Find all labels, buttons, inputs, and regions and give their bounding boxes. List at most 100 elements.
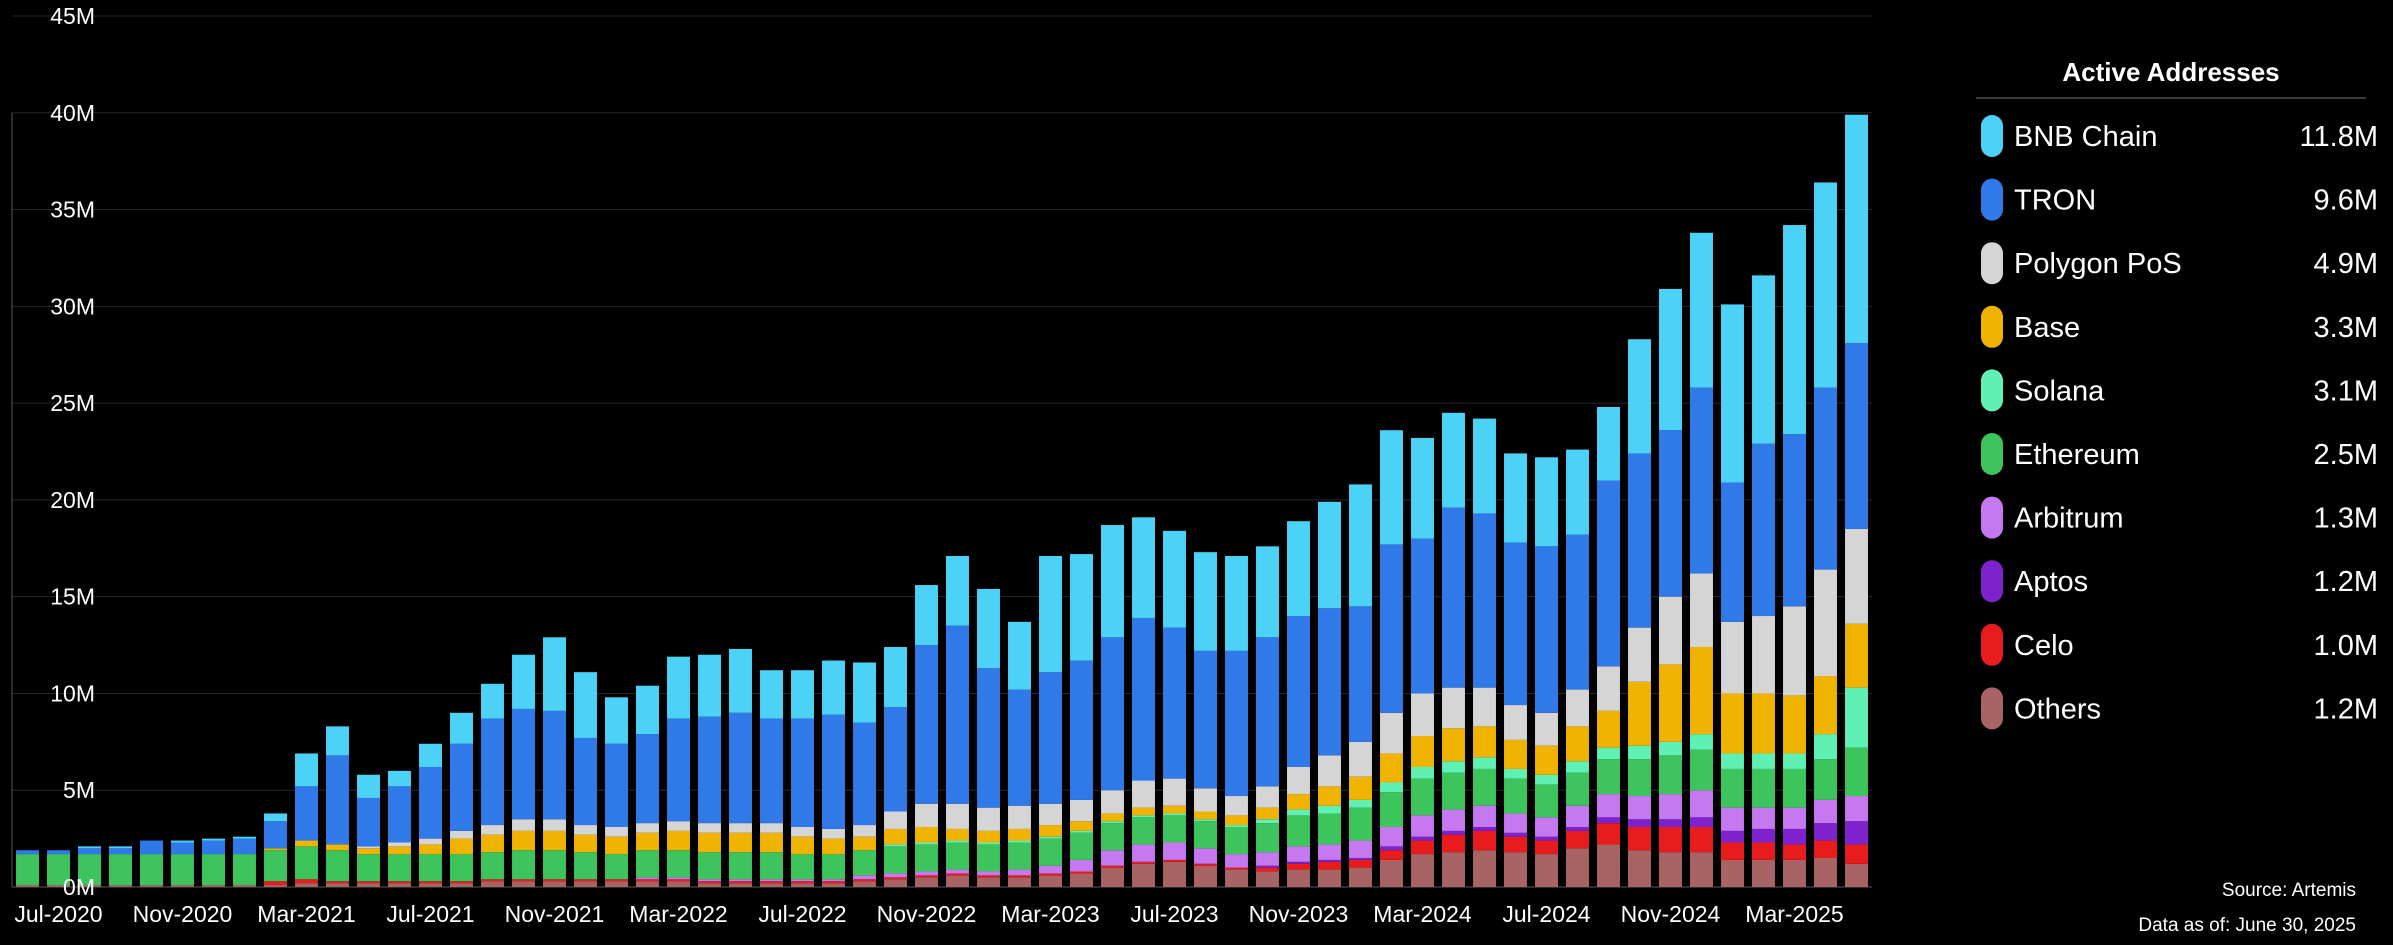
bar-segment-base xyxy=(760,832,783,853)
bar-segment-arbitrum xyxy=(1380,826,1403,847)
bar-segment-tron xyxy=(1814,387,1837,570)
bar-segment-base xyxy=(1473,726,1496,758)
bar-segment-tron xyxy=(1225,650,1248,797)
bar-segment-others xyxy=(1318,869,1341,887)
bar-segment-others xyxy=(791,883,814,887)
y-tick-label: 15M xyxy=(50,584,95,610)
bar-segment-celo xyxy=(822,881,845,884)
bar-segment-polygon-pos xyxy=(822,828,845,839)
bar-segment-others xyxy=(202,885,225,887)
legend-value: 4.9M xyxy=(2314,248,2378,280)
bar-segment-ethereum xyxy=(1752,768,1775,808)
bar-segment-celo xyxy=(1132,861,1155,864)
bar-segment-base xyxy=(1380,753,1403,783)
bar-segment-tron xyxy=(140,840,163,855)
bar-segment-polygon-pos xyxy=(481,825,504,835)
bar-segment-polygon-pos xyxy=(760,823,783,833)
bar-segment-bnb-chain xyxy=(760,670,783,719)
bar-segment-tron xyxy=(78,848,101,855)
bar-segment-arbitrum xyxy=(636,877,659,880)
legend-swatch xyxy=(1981,178,2003,221)
bar-segment-others xyxy=(264,885,287,887)
bar-segment-bnb-chain xyxy=(1194,552,1217,651)
x-tick-label: Mar-2025 xyxy=(1745,901,1843,927)
bar-segment-polygon-pos xyxy=(1566,689,1589,727)
bar-segment-base xyxy=(853,836,876,851)
bar-segment-tron xyxy=(233,838,256,855)
bar-segment-bnb-chain xyxy=(481,683,504,719)
bar-segment-solana xyxy=(1287,809,1310,816)
bar-segment-others xyxy=(1411,854,1434,887)
bar-segment-others xyxy=(512,881,535,887)
bar-segment-solana xyxy=(1008,840,1031,843)
bar-segment-others xyxy=(667,881,690,887)
bar-segment-aptos xyxy=(1659,819,1682,827)
bar-segment-celo xyxy=(1566,830,1589,849)
bar-segment-base xyxy=(791,836,814,855)
legend-label: Polygon PoS xyxy=(2014,248,2182,280)
bar-segment-ethereum xyxy=(1721,768,1744,808)
bar-segment-arbitrum xyxy=(1659,794,1682,820)
bar-segment-others xyxy=(853,881,876,887)
bar-segment-solana xyxy=(1132,815,1155,818)
bar-segment-celo xyxy=(1504,836,1527,853)
bar-segment-others xyxy=(1225,869,1248,887)
bar-segment-others xyxy=(1597,844,1620,887)
bar-segment-others xyxy=(1070,873,1093,887)
bar-segment-bnb-chain xyxy=(1287,521,1310,617)
bar-segment-base xyxy=(884,828,907,845)
bar-segment-tron xyxy=(574,737,597,826)
bar-segment-aptos xyxy=(1535,836,1558,841)
bar-segment-ethereum xyxy=(1318,813,1341,845)
legend-swatch xyxy=(1981,369,2003,412)
bar-segment-base xyxy=(822,838,845,855)
bar-segment-base xyxy=(1194,811,1217,820)
bar-segment-arbitrum xyxy=(1349,840,1372,858)
bar-segment-arbitrum xyxy=(1597,794,1620,818)
bar-segment-others xyxy=(884,879,907,887)
bar-segment-base xyxy=(1566,726,1589,762)
bar-segment-solana xyxy=(1070,830,1093,833)
bar-segment-bnb-chain xyxy=(1349,484,1372,607)
bar-segment-base xyxy=(326,844,349,851)
bar-segment-celo xyxy=(1659,826,1682,853)
bar-segment-bnb-chain xyxy=(574,672,597,738)
bars xyxy=(16,114,1868,887)
bar-segment-bnb-chain xyxy=(295,753,318,787)
x-tick-label: Jul-2023 xyxy=(1130,901,1218,927)
bar-segment-polygon-pos xyxy=(791,826,814,837)
y-tick-label: 0M xyxy=(63,874,95,900)
bar-segment-tron xyxy=(1721,482,1744,622)
bar-segment-tron xyxy=(1473,513,1496,688)
x-tick-label: Mar-2022 xyxy=(629,901,727,927)
y-tick-label: 45M xyxy=(50,3,95,29)
bar-segment-aptos xyxy=(1380,846,1403,851)
bar-segment-tron xyxy=(1535,546,1558,713)
bar-segment-polygon-pos xyxy=(1783,606,1806,696)
bar-segment-tron xyxy=(1845,343,1868,529)
bar-segment-celo xyxy=(1070,871,1093,874)
bar-segment-tron xyxy=(698,716,721,824)
bar-segment-bnb-chain xyxy=(1473,418,1496,514)
bar-segment-tron xyxy=(543,710,566,820)
bar-segment-base xyxy=(295,840,318,847)
bar-segment-bnb-chain xyxy=(202,838,225,841)
bar-segment-bnb-chain xyxy=(419,743,442,767)
bar-segment-arbitrum xyxy=(1008,869,1031,876)
bar-segment-base xyxy=(1349,776,1372,800)
bar-segment-ethereum xyxy=(16,854,39,886)
bar-segment-polygon-pos xyxy=(1101,790,1124,814)
bar-segment-polygon-pos xyxy=(543,819,566,831)
bar-segment-ethereum xyxy=(78,854,101,886)
bar-segment-bnb-chain xyxy=(1535,457,1558,547)
bar-segment-ethereum xyxy=(1628,759,1651,797)
bar-segment-bnb-chain xyxy=(1318,501,1341,609)
bar-segment-base xyxy=(357,848,380,855)
bar-segment-celo xyxy=(729,881,752,884)
bar-segment-arbitrum xyxy=(1194,848,1217,864)
bar-segment-polygon-pos xyxy=(1504,705,1527,740)
bar-segment-aptos xyxy=(1628,819,1651,827)
bar-segment-bnb-chain xyxy=(78,846,101,849)
legend-value: 1.2M xyxy=(2314,566,2378,598)
bar-segment-aptos xyxy=(1721,830,1744,843)
